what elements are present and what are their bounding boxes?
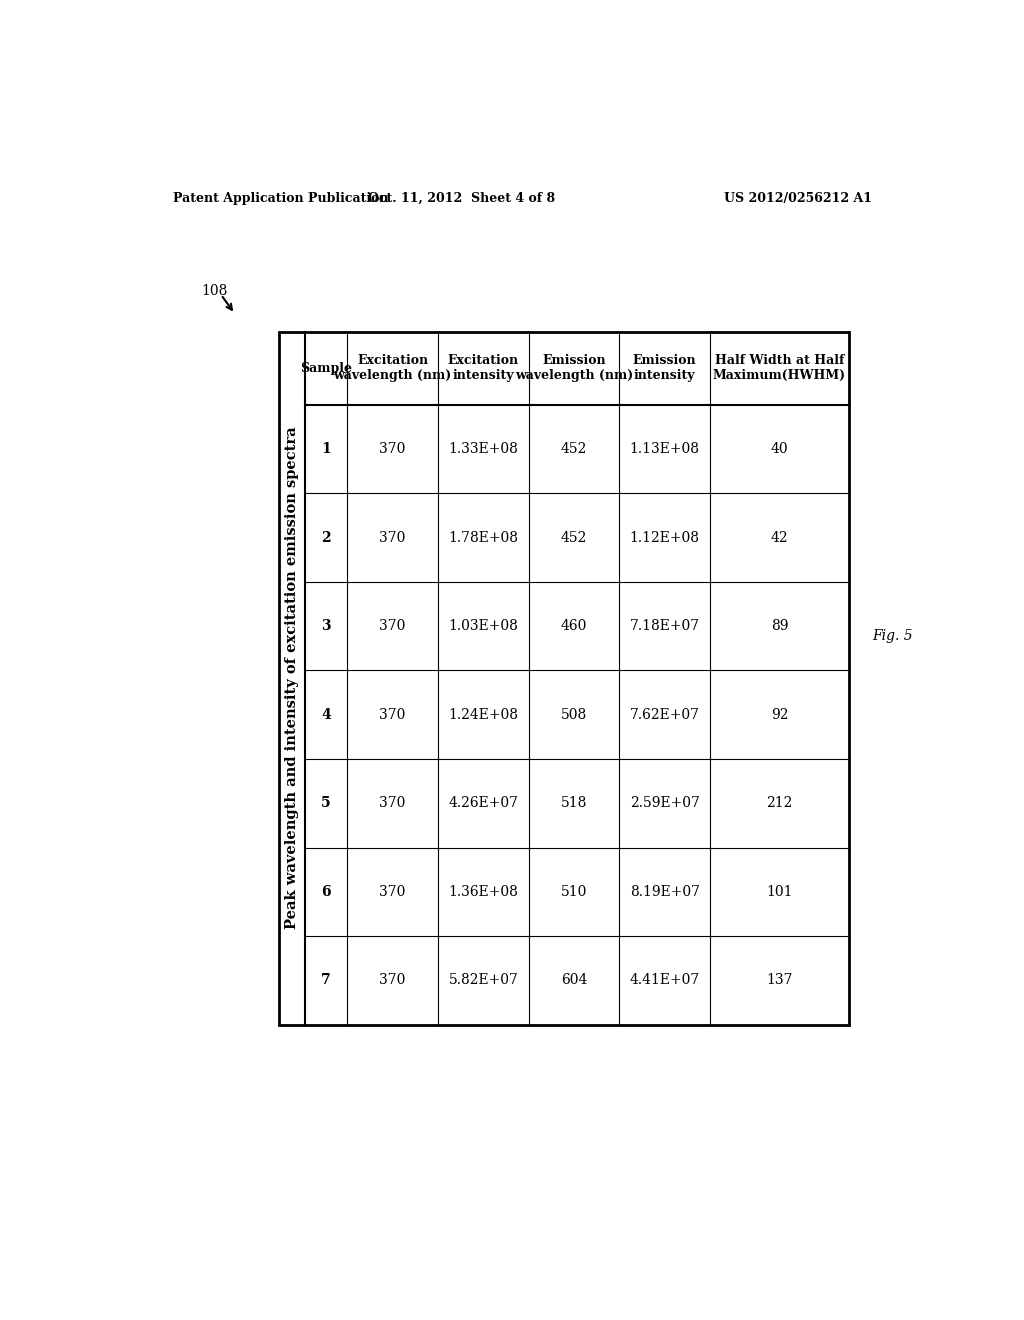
- Text: Fig. 5: Fig. 5: [872, 628, 912, 643]
- Text: Emission
intensity: Emission intensity: [633, 354, 696, 383]
- Text: 108: 108: [202, 284, 228, 298]
- Text: 4.26E+07: 4.26E+07: [449, 796, 518, 810]
- Text: 370: 370: [380, 531, 406, 545]
- Text: 1: 1: [322, 442, 331, 457]
- Text: 452: 452: [561, 531, 587, 545]
- Text: 40: 40: [771, 442, 788, 457]
- Text: 5.82E+07: 5.82E+07: [449, 973, 518, 987]
- Text: Patent Application Publication: Patent Application Publication: [173, 191, 388, 205]
- Text: 518: 518: [561, 796, 587, 810]
- Text: 1.13E+08: 1.13E+08: [630, 442, 699, 457]
- Bar: [280, 331, 849, 1024]
- Text: 1.03E+08: 1.03E+08: [449, 619, 518, 634]
- Text: 212: 212: [766, 796, 793, 810]
- Text: 370: 370: [380, 884, 406, 899]
- Text: 7.62E+07: 7.62E+07: [630, 708, 699, 722]
- Text: 137: 137: [766, 973, 793, 987]
- Text: 370: 370: [380, 973, 406, 987]
- Text: 1.78E+08: 1.78E+08: [449, 531, 518, 545]
- Text: US 2012/0256212 A1: US 2012/0256212 A1: [724, 191, 872, 205]
- Text: 604: 604: [561, 973, 587, 987]
- Text: 92: 92: [771, 708, 788, 722]
- Text: 4: 4: [322, 708, 331, 722]
- Text: 1.33E+08: 1.33E+08: [449, 442, 518, 457]
- Text: 370: 370: [380, 796, 406, 810]
- Text: Sample: Sample: [300, 362, 352, 375]
- Text: 508: 508: [561, 708, 587, 722]
- Text: 510: 510: [561, 884, 587, 899]
- Text: 370: 370: [380, 442, 406, 457]
- Text: 4.41E+07: 4.41E+07: [630, 973, 699, 987]
- Text: Excitation
wavelength (nm): Excitation wavelength (nm): [334, 354, 452, 383]
- Text: 7.18E+07: 7.18E+07: [630, 619, 699, 634]
- Text: 1.36E+08: 1.36E+08: [449, 884, 518, 899]
- Text: 8.19E+07: 8.19E+07: [630, 884, 699, 899]
- Text: 2.59E+07: 2.59E+07: [630, 796, 699, 810]
- Text: Half Width at Half
Maximum(HWHM): Half Width at Half Maximum(HWHM): [713, 354, 846, 383]
- Text: 42: 42: [771, 531, 788, 545]
- Text: 7: 7: [322, 973, 331, 987]
- Text: Excitation
intensity: Excitation intensity: [447, 354, 519, 383]
- Text: 89: 89: [771, 619, 788, 634]
- Text: 370: 370: [380, 619, 406, 634]
- Text: Emission
wavelength (nm): Emission wavelength (nm): [515, 354, 633, 383]
- Text: Oct. 11, 2012  Sheet 4 of 8: Oct. 11, 2012 Sheet 4 of 8: [368, 191, 555, 205]
- Text: 452: 452: [561, 442, 587, 457]
- Text: 101: 101: [766, 884, 793, 899]
- Text: 370: 370: [380, 708, 406, 722]
- Text: 2: 2: [322, 531, 331, 545]
- Text: 1.24E+08: 1.24E+08: [449, 708, 518, 722]
- Text: 5: 5: [322, 796, 331, 810]
- Text: Peak wavelength and intensity of excitation emission spectra: Peak wavelength and intensity of excitat…: [285, 426, 299, 929]
- Text: 460: 460: [561, 619, 587, 634]
- Text: 6: 6: [322, 884, 331, 899]
- Text: 3: 3: [322, 619, 331, 634]
- Text: 1.12E+08: 1.12E+08: [630, 531, 699, 545]
